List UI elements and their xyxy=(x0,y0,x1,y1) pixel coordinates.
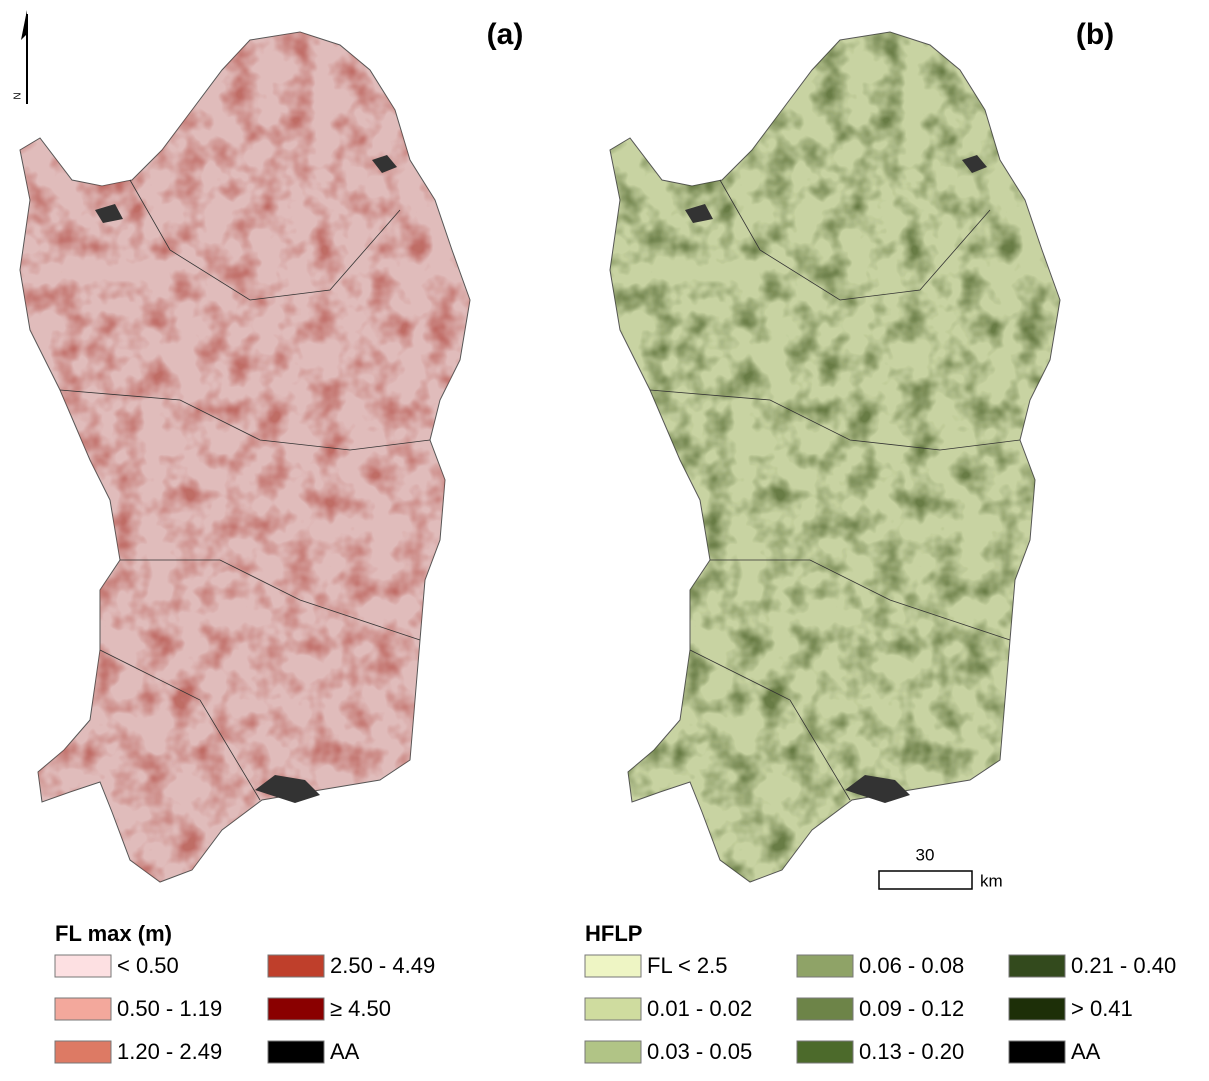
north-label: N xyxy=(13,92,24,99)
legend-label: 0.21 - 0.40 xyxy=(1071,953,1176,978)
legend-label: AA xyxy=(330,1039,360,1064)
legend-label: ≥ 4.50 xyxy=(330,996,391,1021)
legend-label: > 0.41 xyxy=(1071,996,1133,1021)
island-texture xyxy=(610,32,1060,882)
legend-swatch xyxy=(797,998,853,1020)
legend-swatch xyxy=(585,998,641,1020)
scale-distance: 30 xyxy=(916,845,935,864)
legend-swatch xyxy=(797,1041,853,1063)
legend-swatch xyxy=(268,955,324,977)
map-panel: (b) xyxy=(610,18,1114,882)
legend-swatch xyxy=(585,1041,641,1063)
island-texture xyxy=(20,32,470,882)
legend-swatch xyxy=(268,1041,324,1063)
legend-label: AA xyxy=(1071,1039,1101,1064)
legend-label: 2.50 - 4.49 xyxy=(330,953,435,978)
legend-title: HFLP xyxy=(585,921,642,946)
legend-swatch xyxy=(1009,955,1065,977)
figure: N 30 km (a) FL max (m) < 0.50 0.50 - 1.19 1.… xyxy=(0,0,1209,1076)
scale-bar: 30 km xyxy=(879,845,1003,890)
legend-label: < 0.50 xyxy=(117,953,179,978)
map-panel: (a) xyxy=(20,18,523,882)
legend-label: 0.13 - 0.20 xyxy=(859,1039,964,1064)
legend-swatch xyxy=(55,998,111,1020)
legend-label: 1.20 - 2.49 xyxy=(117,1039,222,1064)
scale-unit: km xyxy=(980,871,1003,890)
legend-swatch xyxy=(1009,998,1065,1020)
legend-title: FL max (m) xyxy=(55,921,172,946)
legend-swatch xyxy=(797,955,853,977)
legend-label: 0.01 - 0.02 xyxy=(647,996,752,1021)
legend-swatch xyxy=(268,998,324,1020)
legend: FL max (m) < 0.50 0.50 - 1.19 1.20 - 2.49 2.… xyxy=(55,921,435,1064)
north-arrow: N xyxy=(13,10,27,104)
panel-label: (a) xyxy=(487,18,524,51)
legend-label: 0.03 - 0.05 xyxy=(647,1039,752,1064)
legend-label: FL < 2.5 xyxy=(647,953,728,978)
legend-swatch xyxy=(1009,1041,1065,1063)
panel-label: (b) xyxy=(1076,18,1114,51)
legend-swatch xyxy=(55,1041,111,1063)
legend-label: 0.09 - 0.12 xyxy=(859,996,964,1021)
legend-label: 0.06 - 0.08 xyxy=(859,953,964,978)
legend-swatch xyxy=(55,955,111,977)
legend-label: 0.50 - 1.19 xyxy=(117,996,222,1021)
legend-swatch xyxy=(585,955,641,977)
